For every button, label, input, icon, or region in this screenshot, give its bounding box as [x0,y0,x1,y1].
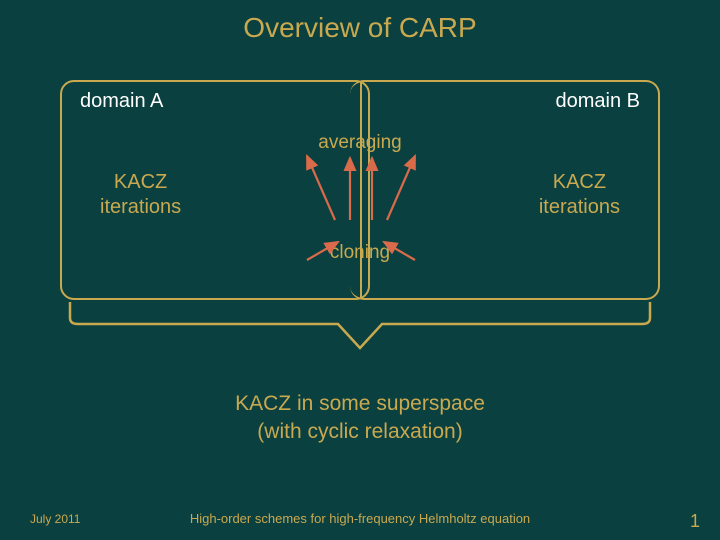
footer-caption: High-order schemes for high-frequency He… [0,511,720,526]
domain-b-label: domain B [556,90,641,113]
averaging-label: averaging [318,132,401,154]
summary-text: KACZ in some superspace(with cyclic rela… [0,390,720,447]
kacz-right-label: KACZiterations [539,170,620,220]
cloning-label: cloning [330,242,390,264]
domain-a-label: domain A [80,90,163,113]
kacz-left-label: KACZiterations [100,170,181,220]
slide-title: Overview of CARP [0,0,720,44]
slide-number: 1 [690,511,700,532]
diagram: domain A domain B KACZiterations KACZite… [60,80,660,390]
domain-divider [360,82,362,298]
